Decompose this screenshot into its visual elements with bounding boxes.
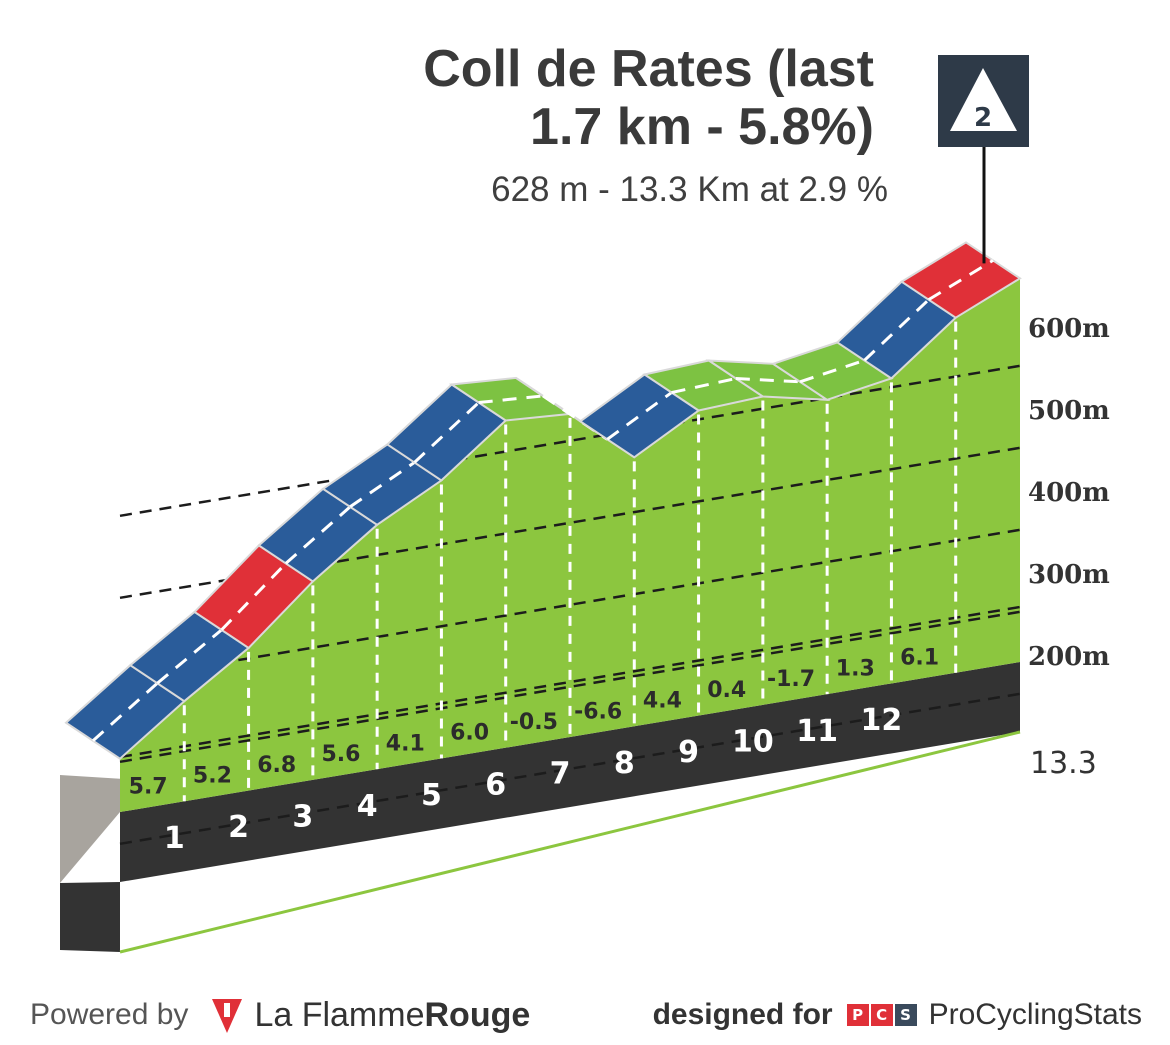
grid-line: [119, 528, 1021, 682]
category-badge-number: 2: [974, 103, 992, 133]
grid-line: [119, 610, 1021, 764]
grid-layer: [119, 364, 1021, 846]
category-triangle-icon: [950, 68, 1017, 131]
km-label: 2: [228, 810, 249, 845]
road-centre-line: [799, 358, 865, 384]
road-centre-line: [156, 628, 223, 685]
grid-line: [119, 692, 1021, 846]
road-centre-line: [863, 298, 930, 362]
flamme-rouge-icon: [212, 999, 243, 1033]
road-centre-line: [671, 377, 737, 394]
designed-for-label: designed for: [652, 998, 833, 1031]
gradient-label: 6.8: [257, 753, 296, 778]
gradient-label: 6.0: [450, 721, 489, 746]
road-surface: [64, 241, 1022, 760]
pcs-logo-c: C: [870, 1004, 893, 1026]
road-centre-line: [349, 461, 416, 509]
title-line-2: 1.7 km - 5.8%): [530, 98, 874, 156]
road-centre-line: [927, 259, 994, 301]
pcs-logo-p: P: [846, 1004, 869, 1026]
designed-for-footer: designed for P C S ProCyclingStats: [653, 990, 1142, 1040]
pcs-logo-s: S: [894, 1004, 917, 1026]
altitude-tick-label: 200m: [1028, 642, 1110, 672]
brand-bold: Rouge: [424, 995, 531, 1034]
base-edge: [119, 730, 1021, 954]
grid-line: [119, 605, 1021, 759]
powered-by-label: Powered by: [30, 998, 189, 1031]
chart-subtitle: 628 m - 13.3 Km at 2.9 %: [491, 170, 888, 209]
total-distance-label: 13.3: [1030, 746, 1097, 781]
chart-title: Coll de Rates (last 1.7 km - 5.8%): [174, 40, 874, 156]
road-centre-line: [542, 394, 609, 441]
km-label: 12: [861, 703, 903, 738]
base-band-front: [120, 662, 1020, 882]
side-wall: [60, 775, 120, 883]
km-label: 4: [357, 789, 378, 824]
gradient-label: -0.5: [510, 710, 558, 735]
gradient-label: 5.2: [193, 764, 232, 789]
km-label: 9: [678, 735, 699, 770]
gradient-label: 1.3: [836, 656, 875, 681]
altitude-tick-label: 600m: [1028, 314, 1110, 344]
label-layer: 5.7 5.2 6.8 5.6 4.1 6.0 -0.5 -6.6 4.4 0.4 -1.7 1.3 6…: [129, 314, 1110, 856]
road-centre-line: [735, 377, 801, 384]
gradient-label: -1.7: [767, 667, 815, 692]
km-label: 7: [550, 757, 571, 792]
gradient-label: 4.1: [386, 731, 425, 756]
altitude-tick-label: 300m: [1028, 560, 1110, 590]
powered-by-footer: Powered by La FlammeRouge: [30, 990, 530, 1040]
gradient-label: -6.6: [574, 699, 622, 724]
km-label: 10: [732, 725, 774, 760]
road-centre-line: [478, 394, 544, 405]
gradient-label: 5.6: [322, 742, 361, 767]
gradient-label: 5.7: [129, 774, 168, 799]
pcs-name: ProCyclingStats: [928, 998, 1142, 1031]
brand-light: La Flamme: [254, 995, 425, 1034]
brand-name: La FlammeRouge: [254, 996, 530, 1035]
road-centre-line: [413, 401, 480, 464]
altitude-tick-label: 500m: [1028, 396, 1110, 426]
summit-marker: 2: [938, 55, 1029, 264]
grid-line: [119, 446, 1021, 600]
km-label: 6: [485, 767, 506, 802]
altitude-tick-label: 400m: [1028, 478, 1110, 508]
km-label: 8: [614, 746, 635, 781]
km-dividers: [182, 321, 958, 802]
km-label: 11: [796, 714, 838, 749]
road-centre-line: [606, 391, 673, 441]
road-centre-line: [220, 562, 287, 631]
base-band-side: [60, 882, 120, 952]
km-label: 3: [292, 800, 313, 835]
km-label: 1: [164, 821, 185, 856]
gradient-label: 0.4: [707, 678, 746, 703]
gradient-label: 4.4: [643, 689, 682, 714]
km-label: 5: [421, 778, 442, 813]
title-line-1: Coll de Rates (last: [423, 40, 874, 98]
gradient-label: 6.1: [900, 646, 939, 671]
grid-line: [119, 364, 1021, 518]
